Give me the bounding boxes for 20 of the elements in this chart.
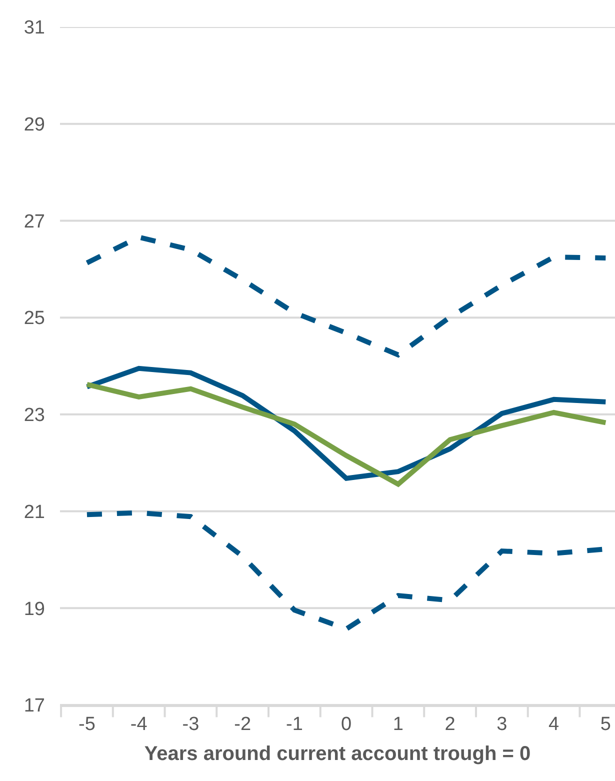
y-tick-label: 19 <box>24 598 45 620</box>
y-tick-label: 21 <box>24 502 45 523</box>
y-tick-label: 29 <box>24 114 45 136</box>
y-tick-label: 23 <box>24 405 45 426</box>
x-tick-label: 3 <box>496 714 508 735</box>
x-tick-label: -1 <box>286 714 303 735</box>
x-axis-title: Years around current account trough = 0 <box>144 742 531 765</box>
x-tick-label: 5 <box>600 714 611 735</box>
x-tick-label: 2 <box>444 714 456 735</box>
x-tick-label: 4 <box>548 714 560 735</box>
x-tick-label: -2 <box>234 714 252 735</box>
y-tick-label: 25 <box>24 308 45 330</box>
y-tick-label: 17 <box>24 696 45 717</box>
x-tick-label: -3 <box>182 714 200 735</box>
y-tick-label: 31 <box>24 18 45 39</box>
x-tick-label: 0 <box>341 714 352 735</box>
y-tick-label: 27 <box>24 211 45 232</box>
x-tick-label: -5 <box>78 714 96 735</box>
x-tick-label: -4 <box>130 714 148 735</box>
x-tick-label: 1 <box>392 714 404 735</box>
